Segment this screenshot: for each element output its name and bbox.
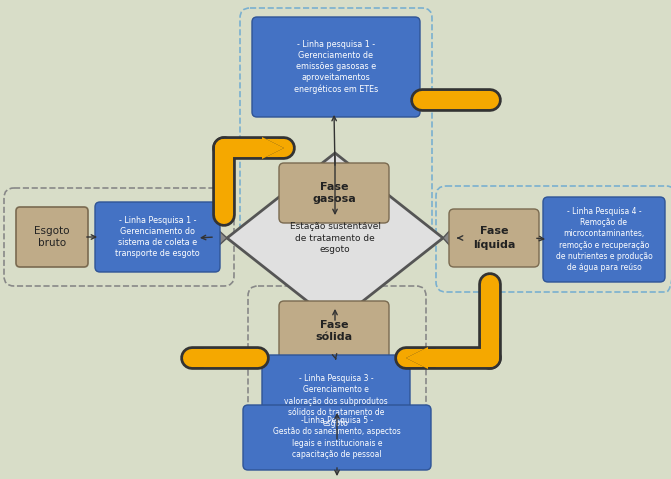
Text: - Linha Pesquisa 4 -
Remoção de
microcontaminantes,
remoção e recuperação
de nut: - Linha Pesquisa 4 - Remoção de microcon… — [556, 207, 652, 272]
Polygon shape — [406, 347, 428, 369]
Polygon shape — [197, 210, 227, 265]
Text: Estação sustentável
de tratamento de
esgoto: Estação sustentável de tratamento de esg… — [289, 222, 380, 253]
Text: - Linha Pesquisa 1 -
Gerenciamento do
sistema de coleta e
transporte de esgoto: - Linha Pesquisa 1 - Gerenciamento do si… — [115, 216, 200, 258]
FancyBboxPatch shape — [449, 209, 539, 267]
FancyBboxPatch shape — [252, 17, 420, 117]
Text: Fase
gasosa: Fase gasosa — [312, 182, 356, 204]
FancyBboxPatch shape — [262, 355, 410, 447]
Polygon shape — [227, 153, 443, 323]
FancyBboxPatch shape — [95, 202, 220, 272]
FancyBboxPatch shape — [16, 207, 88, 267]
Text: - Linha Pesquisa 3 -
Gerenciamento e
valoração dos subprodutos
sólidos do tratam: - Linha Pesquisa 3 - Gerenciamento e val… — [284, 374, 388, 428]
Polygon shape — [262, 137, 284, 159]
Text: Fase
sólida: Fase sólida — [315, 320, 352, 342]
Text: - Linha pesquisa 1 -
Gerenciamento de
emissões gasosas e
aproveitamentos
energét: - Linha pesquisa 1 - Gerenciamento de em… — [294, 40, 378, 94]
FancyBboxPatch shape — [543, 197, 665, 282]
FancyBboxPatch shape — [279, 301, 389, 361]
Polygon shape — [443, 218, 461, 258]
Polygon shape — [262, 137, 284, 159]
Text: Fase
líquida: Fase líquida — [473, 227, 515, 250]
FancyBboxPatch shape — [279, 163, 389, 223]
Text: -Linha Pesquisa 5 -
Gestão do saneamento, aspectos
legais e institucionais e
cap: -Linha Pesquisa 5 - Gestão do saneamento… — [273, 416, 401, 459]
Polygon shape — [406, 347, 428, 369]
Text: Esgoto
bruto: Esgoto bruto — [34, 226, 70, 248]
FancyBboxPatch shape — [243, 405, 431, 470]
